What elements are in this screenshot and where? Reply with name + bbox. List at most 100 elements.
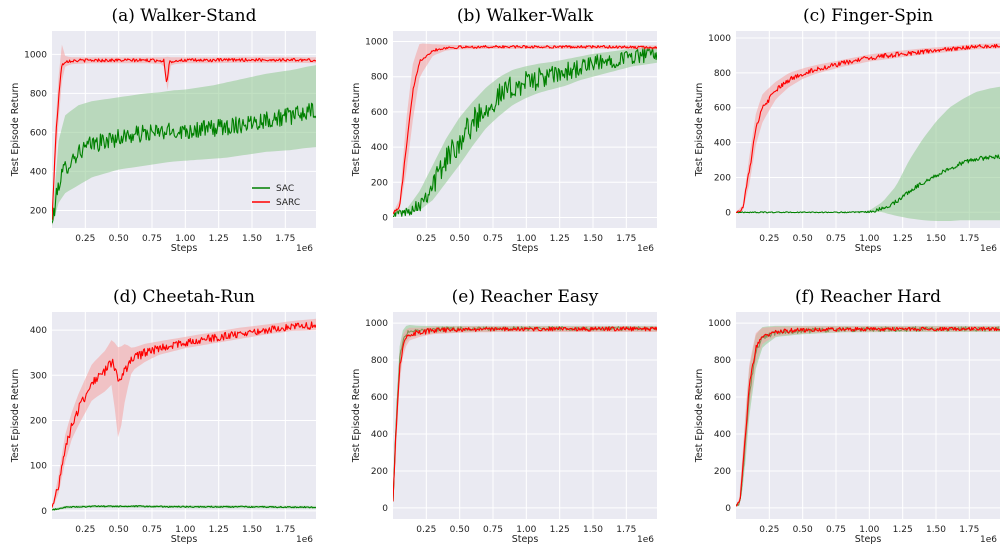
y-tick-label: 200 xyxy=(371,178,388,188)
series-line xyxy=(736,43,1000,214)
y-tick-label: 1000 xyxy=(365,319,388,329)
series-line xyxy=(393,44,657,215)
series-sac xyxy=(52,505,316,511)
x-tick-label: 0.75 xyxy=(483,234,503,244)
plot-area xyxy=(393,312,657,519)
x-tick-label: 0.75 xyxy=(826,525,846,535)
chart-title: (a) Walker-Stand xyxy=(111,6,256,26)
y-tick-label: 1000 xyxy=(708,319,731,329)
y-tick-label: 400 xyxy=(30,167,47,177)
y-tick-label: 200 xyxy=(371,467,388,477)
x-tick-label: 0.25 xyxy=(416,234,436,244)
x-tick-label: 1.50 xyxy=(583,525,603,535)
y-tick-label: 400 xyxy=(714,430,731,440)
y-tick-label: 600 xyxy=(714,104,731,114)
y-tick-label: 800 xyxy=(371,73,388,83)
x-tick-label: 1.00 xyxy=(175,525,195,535)
y-tick-label: 400 xyxy=(371,143,388,153)
x-tick-label: 1.50 xyxy=(926,234,946,244)
y-tick-label: 800 xyxy=(714,356,731,366)
chart-title: (e) Reacher Easy xyxy=(452,287,599,307)
series-line xyxy=(736,154,1000,214)
series-line xyxy=(393,326,657,502)
x-tick-label: 1.50 xyxy=(926,525,946,535)
legend-label: SAC xyxy=(276,184,294,194)
y-tick-label: 200 xyxy=(714,173,731,183)
series-line xyxy=(52,57,316,220)
x-axis-label: Steps xyxy=(171,243,198,254)
y-tick-label: 0 xyxy=(41,507,47,517)
y-tick-label: 600 xyxy=(714,393,731,403)
y-tick-label: 600 xyxy=(371,108,388,118)
y-tick-label: 0 xyxy=(725,504,731,514)
y-axis-label: Test Episode Return xyxy=(694,369,705,464)
y-tick-label: 0 xyxy=(382,213,388,223)
y-tick-label: 400 xyxy=(371,430,388,440)
y-tick-label: 300 xyxy=(30,371,47,381)
x-tick-label: 0.50 xyxy=(109,525,129,535)
x-tick-label: 0.25 xyxy=(75,525,95,535)
series-sac xyxy=(393,46,657,218)
x-tick-label: 0.75 xyxy=(142,234,162,244)
y-axis-label: Test Episode Return xyxy=(351,83,362,178)
y-tick-label: 800 xyxy=(371,356,388,366)
x-tick-label: 0.50 xyxy=(450,234,470,244)
confidence-band xyxy=(736,86,1000,221)
x-tick-label: 1.25 xyxy=(209,525,229,535)
x-tick-label: 1.75 xyxy=(616,525,636,535)
y-tick-label: 600 xyxy=(371,393,388,403)
x-tick-label: 0.25 xyxy=(75,234,95,244)
series-sarc xyxy=(393,43,657,215)
x-tick-label: 1.75 xyxy=(275,525,295,535)
y-tick-label: 800 xyxy=(714,69,731,79)
x-tick-label: 0.75 xyxy=(483,525,503,535)
x-scale-label: 1e6 xyxy=(980,244,997,254)
x-scale-label: 1e6 xyxy=(637,244,654,254)
chart-title: (b) Walker-Walk xyxy=(457,6,594,26)
x-tick-label: 1.00 xyxy=(859,234,879,244)
chart-1: (a) Walker-Stand 0.25 0.50 0.75 1.00 1.25 1.50… xyxy=(10,6,316,254)
y-tick-label: 0 xyxy=(382,504,388,514)
y-axis-label: Test Episode Return xyxy=(10,83,21,178)
x-tick-label: 1.00 xyxy=(859,525,879,535)
chart-6: (f) Reacher Hard 0.25 0.50 0.75 1.00 1.25 1.50… xyxy=(694,287,1000,545)
plot-area xyxy=(736,312,1000,519)
y-tick-label: 1000 xyxy=(24,50,47,60)
y-tick-label: 400 xyxy=(714,139,731,149)
x-tick-label: 0.50 xyxy=(793,525,813,535)
x-tick-label: 0.25 xyxy=(759,525,779,535)
chart-title: (d) Cheetah-Run xyxy=(113,287,255,307)
x-scale-label: 1e6 xyxy=(296,244,313,254)
x-tick-label: 1.50 xyxy=(242,234,262,244)
x-tick-label: 1.75 xyxy=(959,234,979,244)
x-axis-label: Steps xyxy=(512,534,539,545)
series-sarc xyxy=(52,44,316,223)
x-tick-label: 0.75 xyxy=(826,234,846,244)
y-tick-label: 200 xyxy=(30,206,47,216)
x-scale-label: 1e6 xyxy=(637,535,654,545)
y-tick-label: 200 xyxy=(714,467,731,477)
x-tick-label: 0.25 xyxy=(416,525,436,535)
y-axis-label: Test Episode Return xyxy=(694,83,705,178)
chart-5: (e) Reacher Easy 0.25 0.50 0.75 1.00 1.25 1.50… xyxy=(351,287,657,545)
y-tick-label: 100 xyxy=(30,462,47,472)
series-line xyxy=(52,102,316,224)
series-sarc xyxy=(736,326,1000,507)
x-tick-label: 1.00 xyxy=(175,234,195,244)
series-line xyxy=(393,47,657,218)
x-tick-label: 1.25 xyxy=(209,234,229,244)
x-tick-label: 1.25 xyxy=(893,234,913,244)
x-tick-label: 1.50 xyxy=(583,234,603,244)
x-axis-label: Steps xyxy=(855,534,882,545)
y-axis-label: Test Episode Return xyxy=(10,369,21,464)
y-tick-label: 1000 xyxy=(365,38,388,48)
x-tick-label: 1.25 xyxy=(893,525,913,535)
legend-label: SARC xyxy=(276,198,300,208)
chart-4: (d) Cheetah-Run 0.25 0.50 0.75 1.00 1.25 1.50 1… xyxy=(10,287,316,545)
x-tick-label: 0.50 xyxy=(109,234,129,244)
y-tick-label: 400 xyxy=(30,326,47,336)
x-axis-label: Steps xyxy=(855,243,882,254)
x-axis-label: Steps xyxy=(171,534,198,545)
y-tick-label: 0 xyxy=(725,208,731,218)
confidence-band xyxy=(52,65,316,226)
